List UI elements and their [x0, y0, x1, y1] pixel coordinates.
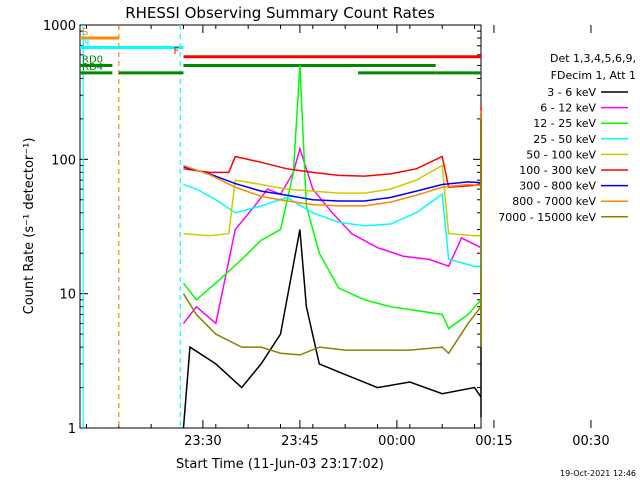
- y-axis-title: Count Rate (s⁻¹ detector⁻¹): [22, 138, 37, 315]
- legend-label: 3 - 6 keV: [547, 86, 596, 99]
- legend-label: 12 - 25 keV: [533, 117, 596, 130]
- legend-header-line-2: FDecim 1, Att 1: [551, 69, 636, 82]
- y-tick-label: 100: [51, 153, 76, 168]
- footer-date: 19-Oct-2021 12:46: [560, 469, 636, 478]
- x-tick-label: 23:30: [184, 434, 221, 449]
- state-label-rd0: RD0: [82, 54, 103, 65]
- chart-title: RHESSI Observing Summary Count Rates: [125, 4, 435, 22]
- x-tick-label: 00:00: [378, 434, 415, 449]
- series-line: [182, 118, 482, 356]
- legend-label: 50 - 100 keV: [526, 148, 596, 161]
- series-line: [182, 118, 482, 429]
- legend-label: 25 - 50 keV: [533, 133, 596, 146]
- series-lines: [182, 65, 482, 429]
- legend-label: 100 - 300 keV: [519, 164, 596, 177]
- series-line: [182, 118, 482, 325]
- state-label-n: N: [82, 36, 89, 47]
- x-tick-label: 23:45: [281, 434, 318, 449]
- x-tick-label: 00:15: [475, 434, 512, 449]
- legend-label: 800 - 7000 keV: [512, 195, 596, 208]
- y-tick-label: 1: [68, 422, 76, 437]
- series-line: [183, 110, 482, 207]
- x-axis-title: Start Time (11-Jun-03 23:17:02): [176, 457, 384, 472]
- series-line: [183, 105, 482, 189]
- y-tick-label: 1000: [43, 19, 76, 34]
- legend-label: 300 - 800 keV: [519, 180, 596, 193]
- series-line: [183, 118, 482, 271]
- state-label-f: F: [173, 46, 179, 57]
- legend: Det 1,3,4,5,6,9, FDecim 1, Att 1 3 - 6 k…: [498, 52, 636, 224]
- legend-label: 7000 - 15000 keV: [498, 211, 596, 224]
- y-axis: 1 10 100 1000: [43, 19, 481, 437]
- legend-label: 6 - 12 keV: [540, 102, 596, 115]
- x-tick-label: 00:30: [572, 434, 609, 449]
- state-label-s: S: [82, 27, 88, 38]
- legend-header-line-1: Det 1,3,4,5,6,9,: [550, 52, 636, 65]
- series-line: [183, 113, 482, 202]
- y-tick-label: 10: [59, 288, 76, 303]
- state-label-rd4: RD4: [82, 62, 103, 73]
- vertical-markers: [82, 25, 181, 428]
- series-line: [182, 65, 482, 330]
